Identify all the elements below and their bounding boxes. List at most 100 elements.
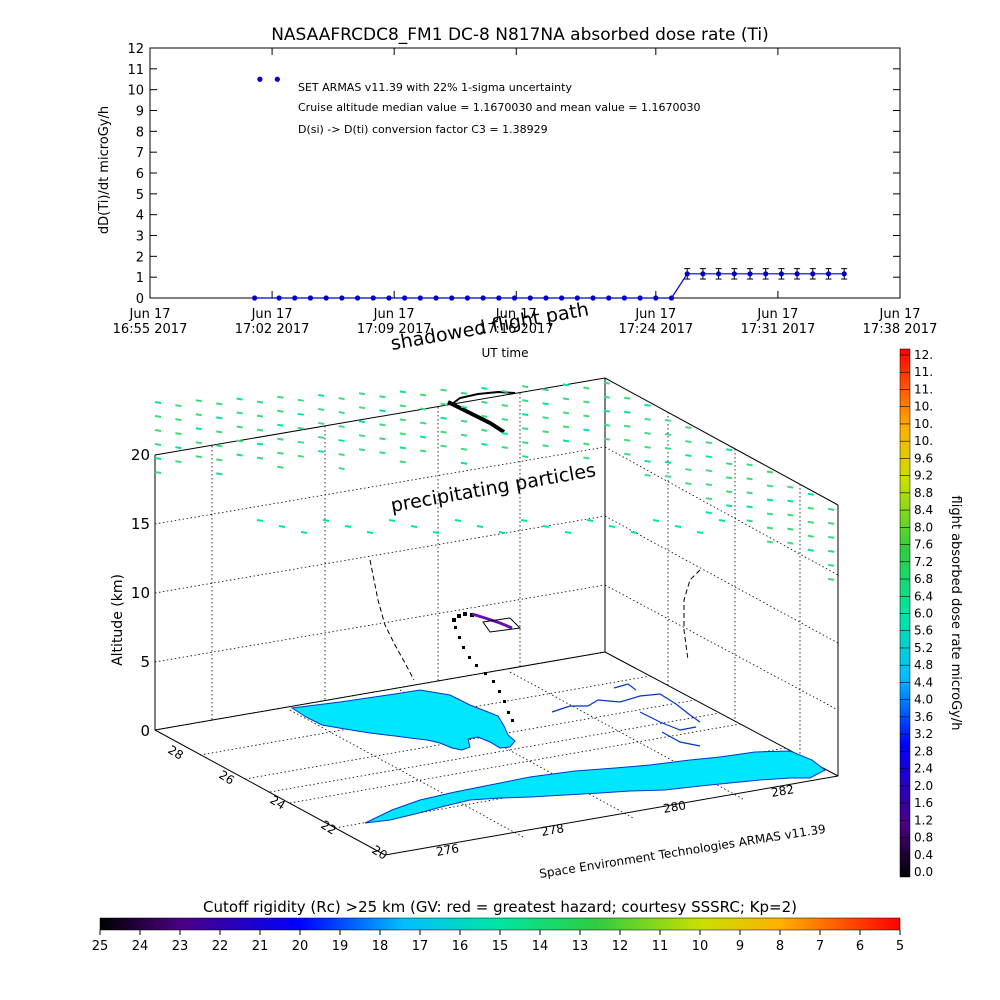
cuba-landmass: [364, 750, 826, 824]
precipitating-particles: [154, 381, 835, 581]
particle-marker: [154, 401, 162, 404]
rigidity-colorbar-tick-label: 24: [132, 939, 149, 954]
rigidity-colorbar-tick-label: 19: [332, 939, 349, 954]
particle-marker: [705, 483, 712, 487]
particle-marker: [399, 418, 406, 422]
data-point: [841, 271, 847, 277]
particle-marker: [583, 456, 590, 460]
dose-colorbar-tick-label: 0.4: [914, 848, 933, 862]
particle-marker: [481, 400, 488, 404]
particle-marker: [583, 414, 590, 418]
particle-marker: [256, 442, 264, 446]
particle-marker: [746, 491, 753, 495]
particle-marker: [522, 455, 529, 459]
lon-tick-label: 278: [540, 821, 565, 839]
rigidity-colorbar: [99, 917, 901, 931]
x-tick-label-time: 17:31 2017: [741, 322, 816, 337]
lat-tick-label: 28: [165, 743, 185, 763]
dose-colorbar-tick-label: 2.0: [914, 779, 933, 793]
particle-marker: [236, 425, 243, 429]
particle-marker: [603, 381, 610, 385]
data-point: [763, 271, 769, 277]
data-point: [668, 295, 675, 301]
data-point: [747, 271, 753, 277]
data-point: [810, 271, 816, 277]
particle-marker: [705, 455, 712, 459]
particle-marker: [420, 407, 427, 411]
particle-marker: [718, 519, 726, 522]
particle-marker: [338, 425, 345, 429]
y-tick-label: 5: [136, 188, 144, 203]
particle-marker: [358, 448, 366, 452]
lat-tick-label: 20: [369, 843, 389, 863]
particle-marker: [726, 490, 733, 494]
particle-marker: [358, 406, 366, 410]
particle-marker: [705, 469, 712, 473]
data-point: [370, 295, 376, 301]
particle-marker: [216, 458, 223, 462]
particle-marker: [195, 427, 202, 431]
particle-marker: [379, 409, 386, 413]
dose-colorbar-tick-label: 1.6: [914, 796, 933, 810]
particle-marker: [256, 456, 264, 460]
particle-marker: [685, 482, 692, 486]
y-tick-label: 2: [136, 250, 144, 265]
rigidity-colorbar-tick-label: 21: [252, 939, 269, 954]
y-tick-label: 12: [127, 42, 144, 57]
particle-marker: [664, 432, 672, 436]
particle-marker: [664, 418, 672, 422]
particle-marker: [542, 402, 549, 406]
particle-marker: [787, 513, 794, 517]
annotation-uncertainty: SET ARMAS v11.39 with 22% 1-sigma uncert…: [298, 81, 572, 94]
data-point: [449, 295, 455, 301]
particle-marker: [705, 511, 712, 515]
particle-marker: [338, 411, 345, 415]
particle-marker: [828, 507, 835, 511]
x-tick-label-date: Jun 17: [634, 307, 676, 322]
rigidity-colorbar-tick-label: 11: [652, 939, 669, 954]
z-tick-label: 15: [131, 515, 150, 533]
data-point: [559, 295, 565, 301]
y-tick-label: 6: [136, 167, 144, 182]
particle-marker: [624, 396, 631, 400]
dose-colorbar-tick-label: 7.6: [914, 538, 933, 552]
particle-marker: [460, 461, 468, 465]
data-point: [621, 295, 628, 301]
particle-marker: [624, 424, 631, 428]
lat-tick-label: 22: [318, 818, 338, 838]
particle-marker: [440, 402, 447, 406]
particle-marker: [542, 525, 550, 528]
particle-marker: [828, 521, 835, 525]
particle-marker: [746, 519, 753, 523]
particle-marker: [379, 451, 386, 455]
particle-marker: [399, 446, 406, 450]
particle-marker: [175, 460, 182, 464]
particle-marker: [644, 473, 651, 477]
y-tick-label: 9: [136, 105, 144, 120]
3d-plot: shadowed flight path precipitating parti…: [110, 298, 839, 881]
y-tick-label: 1: [136, 271, 144, 286]
annotation-cruise-stats: Cruise altitude median value = 1.1670030…: [298, 101, 701, 114]
z-axis: 0 5 10 15 20: [131, 446, 150, 740]
particle-marker: [460, 419, 468, 423]
particle-marker: [338, 453, 345, 457]
data-point: [464, 295, 471, 301]
particle-marker: [388, 519, 396, 522]
series-line: [254, 273, 845, 299]
particle-marker: [644, 431, 651, 435]
dose-colorbar-tick-label: 0.8: [914, 831, 933, 845]
particle-marker: [278, 525, 286, 528]
lon-tick-label: 282: [770, 782, 795, 800]
particle-marker: [522, 385, 529, 389]
particle-marker: [828, 563, 835, 567]
rigidity-colorbar-tick-label: 14: [532, 939, 549, 954]
particle-marker: [522, 399, 529, 403]
particle-marker: [256, 400, 264, 404]
y-tick-label: 0: [136, 292, 144, 307]
particle-marker: [318, 407, 325, 411]
outlier-point: [274, 76, 280, 82]
dose-colorbar-tick-label: 8.8: [914, 486, 933, 500]
x-tick-label-date: Jun 17: [251, 307, 293, 322]
particle-marker: [322, 519, 330, 522]
